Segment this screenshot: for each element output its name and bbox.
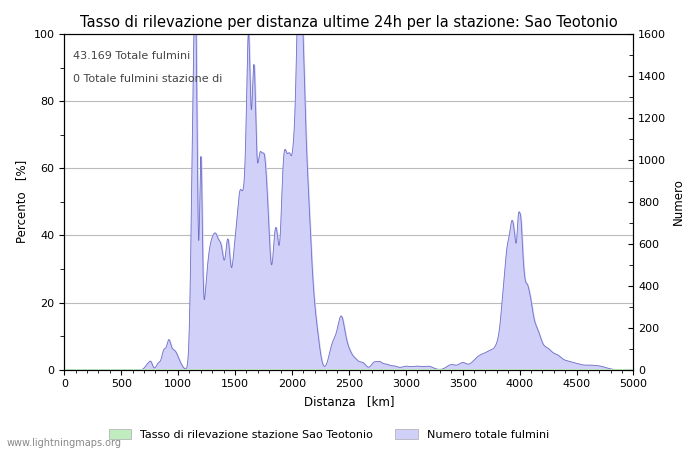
Legend: Tasso di rilevazione stazione Sao Teotonio, Numero totale fulmini: Tasso di rilevazione stazione Sao Teoton… — [105, 425, 553, 445]
Text: www.lightningmaps.org: www.lightningmaps.org — [7, 438, 122, 448]
Text: 43.169 Totale fulmini: 43.169 Totale fulmini — [73, 51, 190, 61]
Title: Tasso di rilevazione per distanza ultime 24h per la stazione: Sao Teotonio: Tasso di rilevazione per distanza ultime… — [80, 15, 617, 30]
Text: 0 Totale fulmini stazione di: 0 Totale fulmini stazione di — [73, 74, 222, 84]
X-axis label: Distanza   [km]: Distanza [km] — [304, 395, 394, 408]
Y-axis label: Percento   [%]: Percento [%] — [15, 160, 28, 243]
Y-axis label: Numero: Numero — [672, 178, 685, 225]
